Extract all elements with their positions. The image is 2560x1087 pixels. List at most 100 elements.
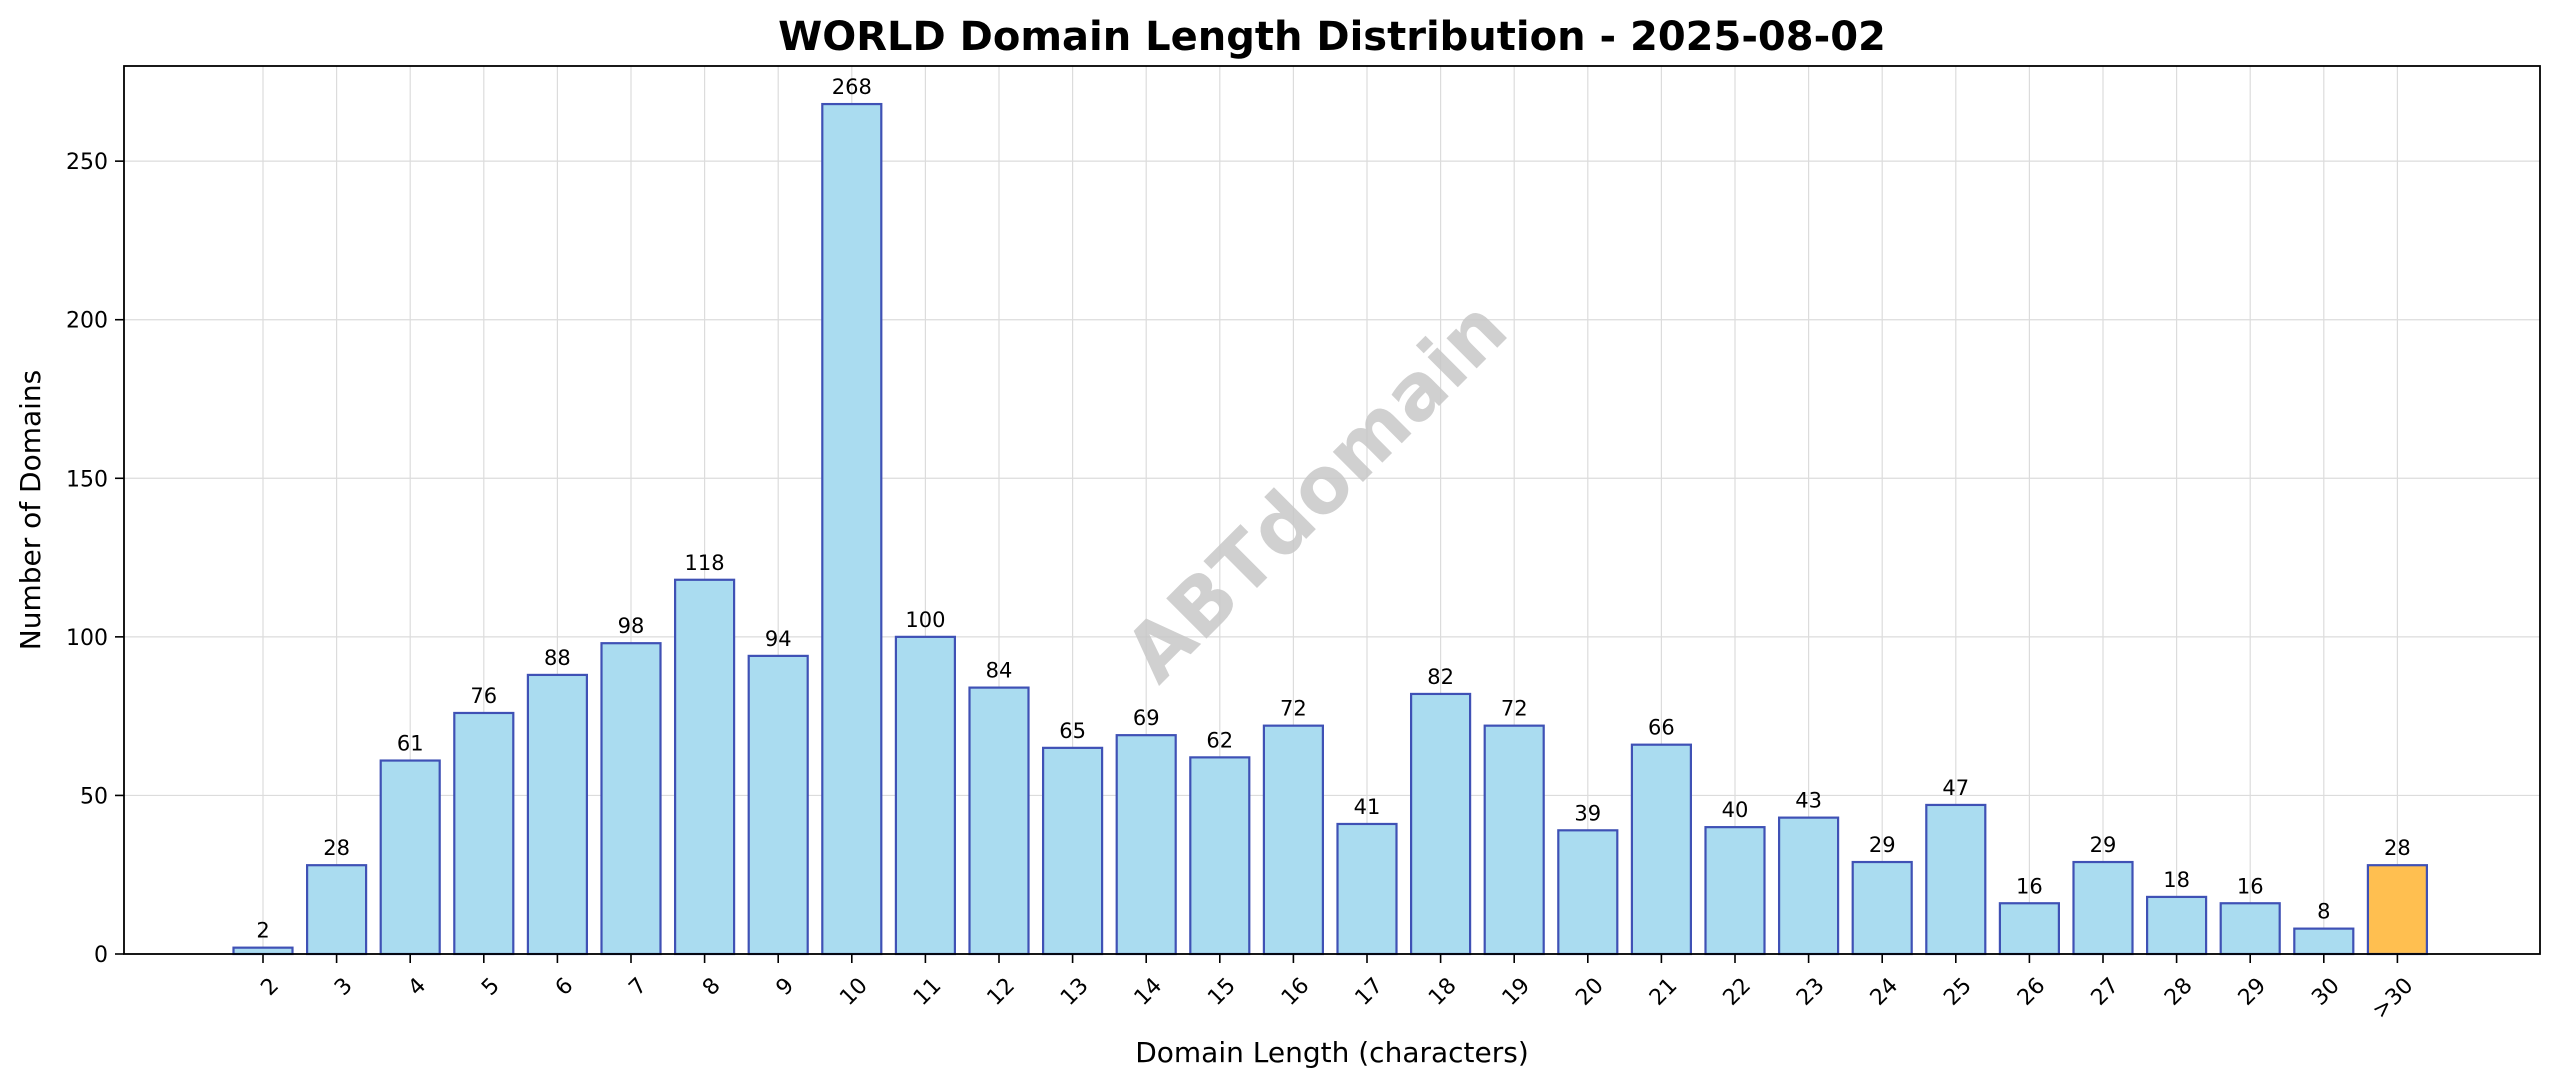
x-tick-label: 13 [1056, 973, 1093, 1010]
bar-value-label: 28 [2384, 836, 2411, 860]
bar-value-label: 88 [544, 646, 571, 670]
bar-value-label: 72 [1280, 697, 1307, 721]
bar-23 [1777, 816, 1840, 956]
y-tick-label: 150 [66, 467, 108, 492]
x-tick-label: 18 [1424, 973, 1461, 1010]
x-tick-label: 17 [1351, 973, 1388, 1010]
bar-value-label: 29 [2090, 833, 2117, 857]
x-axis: 2 3 4 5 6 7 8 9 10 11 12 13 14 15 16 17 18 19 20 21 22 23 24 25… [256, 954, 2418, 1024]
x-tick-label: 24 [1866, 973, 1903, 1010]
bar-12 [968, 686, 1030, 956]
bar-29 [2219, 902, 2281, 956]
bar-19 [1483, 724, 1545, 956]
bar-10 [821, 102, 883, 956]
y-tick-label: 200 [66, 309, 108, 334]
bar-value-label: 16 [2016, 874, 2043, 898]
bar-6 [526, 673, 589, 956]
bar-value-label: 84 [986, 659, 1013, 683]
bar-21 [1630, 743, 1693, 956]
x-tick-label: 9 [772, 973, 800, 1001]
x-tick-label: 8 [698, 973, 726, 1001]
bar-value-label: 2 [256, 919, 269, 943]
bar-value-label: 28 [323, 836, 350, 860]
bar-14 [1115, 734, 1177, 956]
bar-3 [306, 864, 368, 956]
bar-gt30 [2366, 864, 2428, 956]
bar-13 [1041, 746, 1104, 956]
plot-area-frame [123, 65, 2541, 955]
bar-value-label: 100 [905, 608, 945, 632]
bar-value-label: 65 [1059, 719, 1086, 743]
bar-value-label: 39 [1574, 801, 1601, 825]
bar-2 [232, 946, 294, 956]
x-tick-label: 28 [2160, 973, 2197, 1010]
bar-20 [1557, 829, 1619, 956]
bar-28 [2146, 895, 2208, 956]
y-tick-label: 250 [66, 150, 108, 175]
x-tick-label: 15 [1203, 973, 1240, 1010]
bar-7 [600, 642, 662, 956]
bar-4 [379, 759, 441, 956]
x-tick-label: 30 [2307, 973, 2344, 1010]
x-tick-label: 6 [551, 973, 579, 1001]
bar-value-label: 76 [470, 684, 497, 708]
bar-16 [1262, 724, 1325, 956]
bar-27 [2072, 860, 2134, 956]
x-tick-label: 12 [983, 973, 1020, 1010]
bar-value-label: 8 [2317, 900, 2330, 924]
bar-value-labels: 2 28 61 76 88 98 118 94 268 100 84 65 69 62 72 41 82 72 39… [256, 75, 2410, 943]
x-tick-label: >30 [2368, 973, 2419, 1024]
bar-15 [1189, 756, 1251, 956]
bar-value-label: 98 [618, 614, 645, 638]
bar-value-label: 268 [832, 75, 872, 99]
bar-value-label: 16 [2237, 874, 2264, 898]
x-tick-label: 19 [1498, 973, 1535, 1010]
bar-value-label: 72 [1501, 697, 1528, 721]
bar-value-label: 29 [1869, 833, 1896, 857]
y-tick-label: 50 [80, 784, 108, 809]
x-tick-label: 16 [1277, 973, 1314, 1010]
x-tick-label: 11 [909, 973, 946, 1010]
x-tick-label: 29 [2234, 973, 2271, 1010]
x-tick-label: 2 [256, 973, 284, 1001]
x-tick-label: 7 [624, 973, 652, 1001]
bars [232, 102, 2428, 956]
x-tick-label: 3 [330, 973, 358, 1001]
bar-value-label: 118 [685, 551, 725, 575]
y-tick-label: 100 [66, 626, 108, 651]
bar-25 [1925, 803, 1987, 956]
bar-value-label: 66 [1648, 716, 1675, 740]
y-axis-title: Number of Domains [14, 370, 47, 651]
bar-9 [747, 654, 809, 956]
bar-8 [673, 578, 736, 956]
x-tick-label: 25 [1939, 973, 1976, 1010]
x-tick-label: 23 [1792, 973, 1829, 1010]
bar-value-label: 82 [1427, 665, 1454, 689]
bar-value-label: 62 [1206, 728, 1233, 752]
x-tick-label: 14 [1130, 973, 1167, 1010]
x-tick-label: 10 [835, 973, 872, 1010]
x-axis-title: Domain Length (characters) [1135, 1036, 1529, 1069]
x-tick-label: 26 [2013, 973, 2050, 1010]
bar-value-label: 18 [2163, 868, 2190, 892]
x-tick-label: 22 [1719, 973, 1756, 1010]
x-tick-label: 27 [2087, 973, 2124, 1010]
bar-value-label: 41 [1354, 795, 1381, 819]
bar-value-label: 69 [1133, 706, 1160, 730]
bar-30 [2293, 927, 2355, 956]
bar-18 [1409, 692, 1472, 956]
x-tick-label: 4 [404, 973, 432, 1001]
bar-5 [453, 711, 515, 956]
bar-11 [894, 635, 957, 956]
bar-value-label: 43 [1795, 789, 1822, 813]
x-tick-label: 20 [1571, 973, 1608, 1010]
bar-22 [1704, 826, 1766, 956]
bar-value-label: 47 [1942, 776, 1969, 800]
bar-value-label: 61 [397, 732, 424, 756]
bar-24 [1851, 860, 1913, 956]
bar-17 [1336, 822, 1398, 956]
bar-value-label: 40 [1722, 798, 1749, 822]
x-tick-label: 21 [1645, 973, 1682, 1010]
